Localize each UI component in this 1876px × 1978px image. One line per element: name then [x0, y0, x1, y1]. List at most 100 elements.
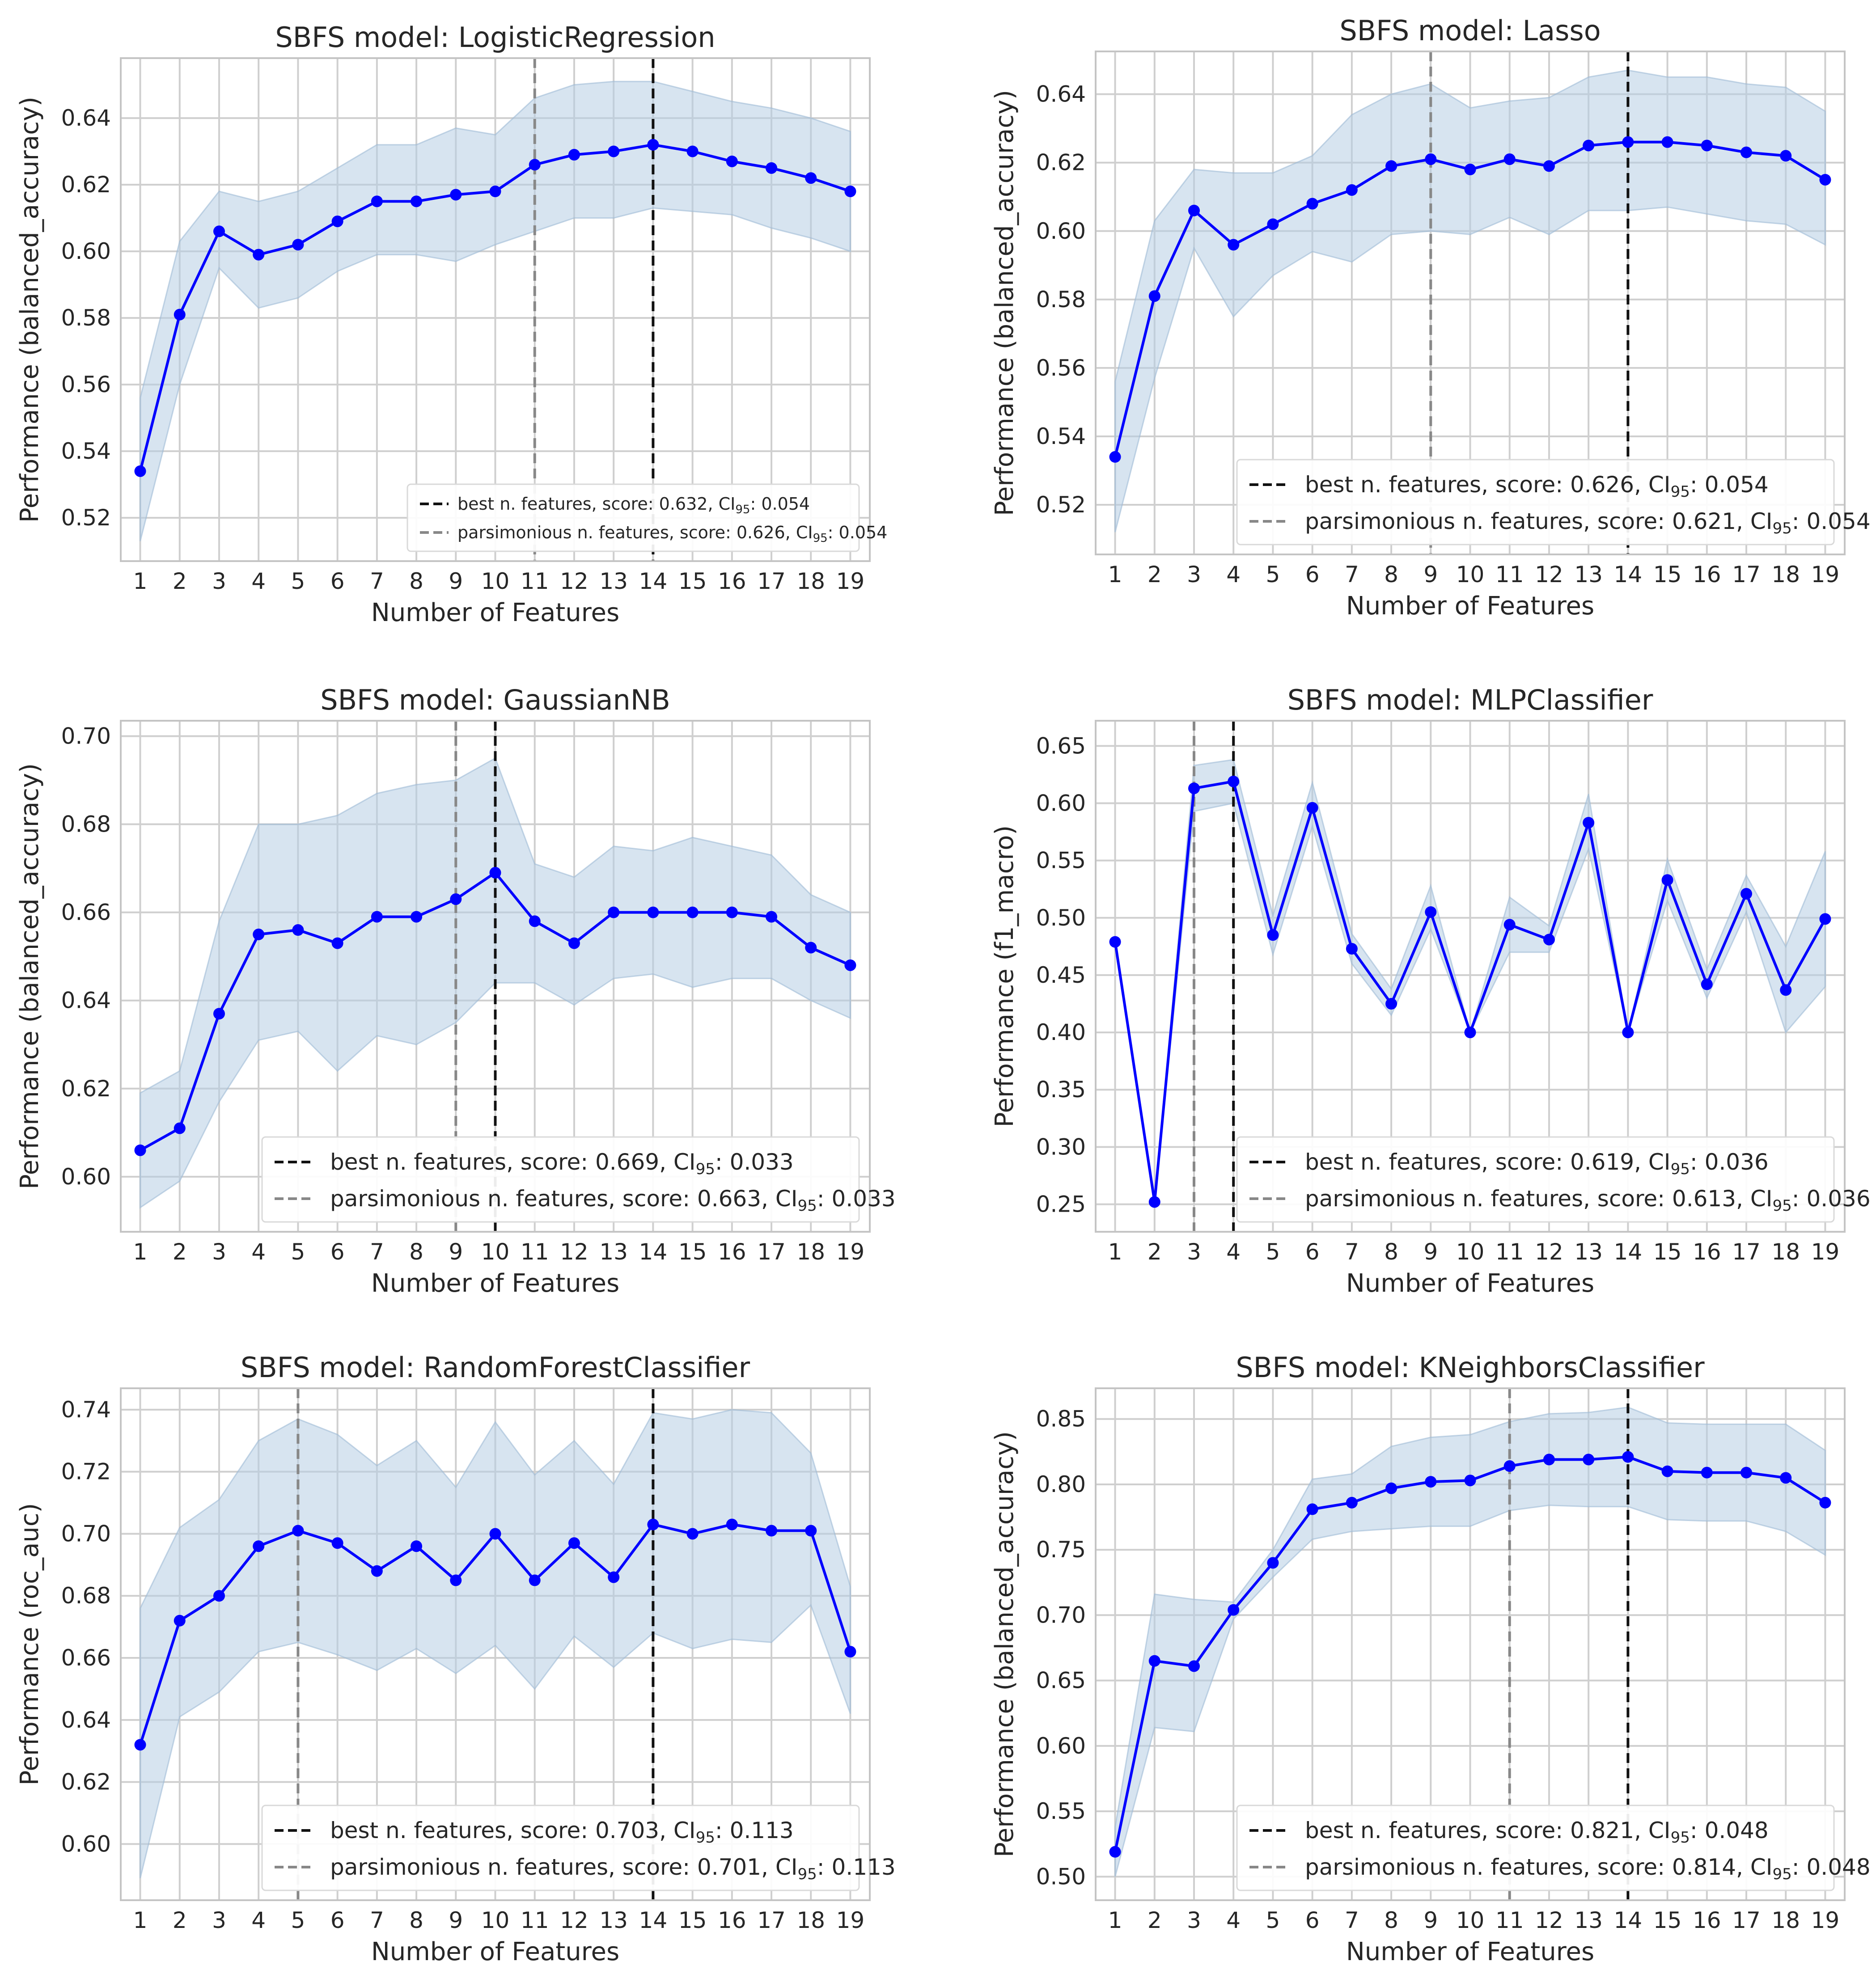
data-point — [1780, 150, 1792, 162]
data-point — [134, 1739, 146, 1751]
data-point — [1464, 1027, 1476, 1039]
y-tick-label: 0.64 — [61, 988, 111, 1014]
x-tick-label: 8 — [1384, 1907, 1398, 1933]
x-tick-label: 8 — [409, 568, 423, 594]
data-point — [608, 145, 620, 157]
legend-best-label: best n. features, score: 0.619, CI95: 0.… — [1305, 1149, 1769, 1178]
data-point — [1188, 782, 1200, 795]
x-tick-label: 14 — [1614, 1239, 1643, 1265]
data-point — [1740, 146, 1753, 158]
legend: best n. features, score: 0.632, CI95: 0.… — [407, 483, 887, 552]
data-point — [1701, 139, 1713, 152]
legend: best n. features, score: 0.619, CI95: 0.… — [1236, 1136, 1871, 1223]
data-point — [1425, 153, 1437, 165]
x-tick-label: 12 — [1535, 1907, 1563, 1933]
legend-parsimonious-ci-subscript: 95 — [813, 532, 828, 545]
x-axis-label: Number of Features — [1346, 1269, 1594, 1298]
x-tick-label: 17 — [1732, 562, 1761, 587]
x-tick-label: 16 — [718, 568, 746, 594]
data-point — [1385, 1482, 1397, 1494]
x-tick-label: 17 — [1732, 1239, 1761, 1265]
data-point — [1622, 1451, 1634, 1463]
legend-best-ci-value: : 0.036 — [1690, 1149, 1769, 1175]
y-tick-label: 0.62 — [1036, 150, 1086, 176]
x-tick-label: 7 — [1345, 562, 1359, 587]
data-point — [292, 239, 304, 251]
y-tick-label: 0.60 — [61, 238, 111, 264]
y-tick-label: 0.58 — [61, 305, 111, 331]
legend-parsimonious-ci-subscript: 95 — [1772, 1197, 1791, 1215]
legend-best-ci-value: : 0.048 — [1690, 1817, 1769, 1843]
y-tick-label: 0.65 — [1036, 1668, 1086, 1694]
legend-best-ci-subscript: 95 — [1671, 1829, 1690, 1847]
legend-best-label: best n. features, score: 0.669, CI95: 0.… — [330, 1149, 794, 1178]
x-tick-label: 1 — [133, 1239, 148, 1265]
y-tick-label: 0.85 — [1036, 1406, 1086, 1432]
x-tick-label: 2 — [1148, 1239, 1162, 1265]
x-tick-label: 1 — [1108, 1907, 1122, 1933]
data-point — [1780, 1472, 1792, 1484]
x-tick-label: 15 — [678, 1239, 707, 1265]
x-tick-label: 8 — [1384, 562, 1398, 587]
data-point — [1583, 817, 1595, 829]
x-tick-label: 13 — [1574, 1907, 1603, 1933]
x-tick-label: 14 — [1614, 562, 1643, 587]
x-tick-label: 13 — [1574, 562, 1603, 587]
chart-gaussiannb-panel: 1 2 3 4 5 6 7 8 9 10 11 12 13 14 15 16 17 18 190.600.620.6… — [15, 684, 896, 1298]
data-point — [686, 145, 699, 157]
y-tick-label: 0.64 — [61, 105, 111, 131]
legend-parsimonious-ci-value: : 0.048 — [1792, 1854, 1871, 1880]
x-tick-label: 3 — [212, 1239, 226, 1265]
x-tick-label: 1 — [133, 1907, 148, 1933]
y-tick-label: 0.70 — [61, 723, 111, 749]
legend-frame — [1236, 1805, 1835, 1891]
data-point — [1819, 173, 1831, 186]
data-point — [253, 249, 265, 261]
y-tick-label: 0.52 — [1036, 492, 1086, 518]
confidence-band — [1114, 1406, 1826, 1877]
x-axis-label: Number of Features — [371, 598, 619, 627]
x-axis-label: Number of Features — [371, 1269, 619, 1298]
x-tick-label: 6 — [330, 1239, 345, 1265]
x-tick-label: 9 — [449, 1239, 463, 1265]
data-point — [1701, 978, 1713, 990]
data-point — [1148, 290, 1160, 302]
x-tick-label: 12 — [1535, 1239, 1563, 1265]
data-point — [1306, 198, 1318, 210]
data-point — [568, 1537, 580, 1549]
x-tick-label: 9 — [1423, 1239, 1438, 1265]
legend-parsimonious-text: parsimonious n. features, score: 0.663, … — [330, 1186, 797, 1212]
legend-parsimonious-text: parsimonious n. features, score: 0.814, … — [1305, 1854, 1772, 1880]
data-point — [331, 216, 343, 228]
x-tick-label: 18 — [1771, 562, 1800, 587]
legend-best-text: best n. features, score: 0.703, CI — [330, 1817, 696, 1843]
chart-title: SBFS model: KNeighborsClassifier — [1236, 1351, 1705, 1384]
legend-best-text: best n. features, score: 0.669, CI — [330, 1149, 696, 1175]
y-tick-label: 0.60 — [1036, 218, 1086, 244]
legend-parsimonious-text: parsimonious n. features, score: 0.613, … — [1305, 1186, 1772, 1212]
y-tick-label: 0.56 — [1036, 355, 1086, 381]
data-point — [686, 906, 699, 918]
x-tick-label: 6 — [330, 568, 345, 594]
x-tick-label: 17 — [757, 1907, 786, 1933]
x-tick-label: 11 — [1495, 1907, 1524, 1933]
legend-parsimonious-text: parsimonious n. features, score: 0.701, … — [330, 1854, 797, 1880]
data-point — [1385, 160, 1397, 172]
x-axis-label: Number of Features — [1346, 592, 1594, 621]
data-point — [411, 911, 423, 923]
x-tick-label: 12 — [560, 568, 589, 594]
data-point — [608, 906, 620, 918]
x-tick-label: 10 — [1456, 562, 1485, 587]
plot-frame — [1095, 51, 1846, 555]
data-point — [1503, 1460, 1516, 1472]
data-point — [1661, 1465, 1673, 1477]
data-point — [1503, 919, 1516, 931]
x-tick-label: 8 — [1384, 1239, 1398, 1265]
y-tick-label: 0.68 — [61, 1583, 111, 1609]
data-point — [529, 1574, 541, 1586]
y-tick-label: 0.75 — [1036, 1537, 1086, 1563]
data-point — [568, 149, 580, 161]
data-point — [1228, 239, 1240, 251]
legend-parsimonious-ci-value: : 0.033 — [817, 1186, 896, 1212]
data-point — [1148, 1196, 1160, 1208]
